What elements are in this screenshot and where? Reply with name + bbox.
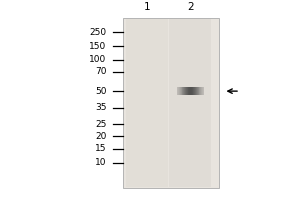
Bar xyxy=(202,87,203,95)
Bar xyxy=(184,87,185,95)
Bar xyxy=(201,87,202,95)
Text: 1: 1 xyxy=(144,2,150,12)
Text: 15: 15 xyxy=(95,144,106,153)
Bar xyxy=(199,87,200,95)
Bar xyxy=(186,87,187,95)
Bar xyxy=(195,87,196,95)
Bar xyxy=(200,87,201,95)
Bar xyxy=(181,87,182,95)
Text: 25: 25 xyxy=(95,120,106,129)
Bar xyxy=(202,87,203,95)
Bar xyxy=(126,19,168,187)
Text: 70: 70 xyxy=(95,67,106,76)
Bar xyxy=(189,87,190,95)
Bar xyxy=(203,87,204,95)
Bar xyxy=(196,87,197,95)
Text: 250: 250 xyxy=(89,28,106,37)
Bar xyxy=(197,87,198,95)
Bar xyxy=(169,19,211,187)
Text: 2: 2 xyxy=(187,2,194,12)
Text: 150: 150 xyxy=(89,42,106,51)
Bar xyxy=(193,87,194,95)
Bar xyxy=(192,87,193,95)
Bar xyxy=(178,87,179,95)
Bar xyxy=(185,87,186,95)
Bar xyxy=(188,87,189,95)
Text: 35: 35 xyxy=(95,103,106,112)
Text: 10: 10 xyxy=(95,158,106,167)
Text: 100: 100 xyxy=(89,55,106,64)
Bar xyxy=(183,87,184,95)
Bar xyxy=(182,87,183,95)
Text: 50: 50 xyxy=(95,87,106,96)
Bar xyxy=(190,87,191,95)
Bar xyxy=(177,87,178,95)
Bar xyxy=(123,18,219,188)
Bar xyxy=(187,87,188,95)
Bar xyxy=(194,87,195,95)
Bar xyxy=(198,87,199,95)
Text: 20: 20 xyxy=(95,132,106,141)
Bar xyxy=(180,87,181,95)
Bar xyxy=(179,87,180,95)
Bar xyxy=(191,87,192,95)
